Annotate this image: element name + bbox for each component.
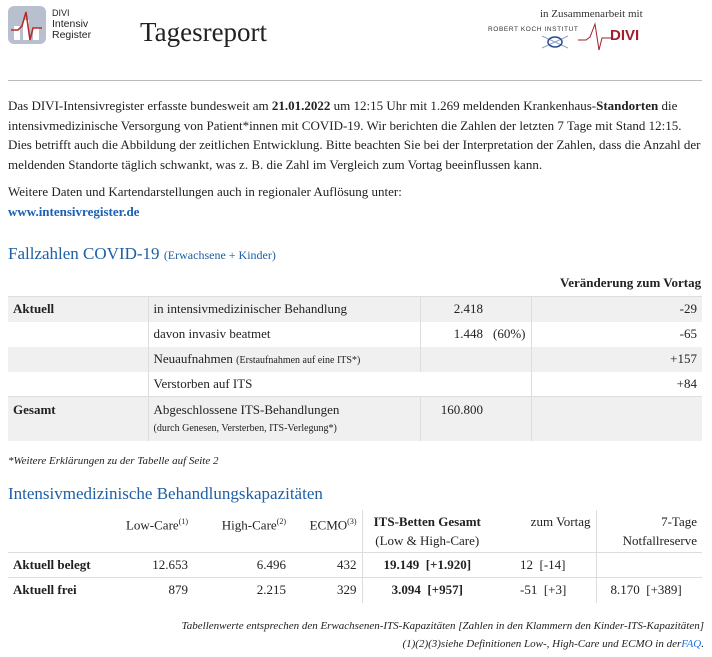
cases-table: Aktuell in intensivmedizinischer Behandlu…: [8, 296, 702, 441]
cases-heading: Fallzahlen COVID-19 (Erwachsene + Kinder…: [8, 244, 276, 263]
capacity-notes: Tabellenwerte entsprechen den Erwachsene…: [181, 620, 704, 650]
intensivregister-link[interactable]: www.intensivregister.de: [8, 204, 140, 219]
cases-footnote: *Weitere Erklärungen zu der Tabelle auf …: [8, 455, 219, 467]
rki-logo: ROBERT KOCH INSTITUT: [488, 26, 579, 49]
divi-logo-text: DIVI: [610, 27, 640, 44]
capacity-table: Low-Care(1) High-Care(2) ECMO(3) ITS-Betten…: [8, 510, 702, 603]
more-info: Weitere Daten und Kartendarstellungen au…: [8, 184, 402, 219]
table-row: Aktuell in intensivmedizinischer Behandlu…: [8, 296, 702, 322]
table-row: Aktuell frei 879 2.215 329 3.094 [+957] -51 […: [8, 577, 702, 603]
table-row: Gesamt Abgeschlossene ITS-Behandlungen (du…: [8, 396, 702, 441]
cooperation-label: in Zusammenarbeit mit: [540, 8, 643, 20]
logo-text: DIVI Intensiv Register: [52, 8, 92, 41]
page-title: Tagesreport: [140, 17, 268, 47]
table-row: davon invasiv beatmet 1.448 (60%) -65: [8, 321, 702, 347]
table-row: Neuaufnahmen (Erstaufnahmen auf eine ITS…: [8, 346, 702, 372]
divider: [8, 80, 702, 81]
capacity-heading: Intensivmedizinische Behandlungskapazitä…: [8, 484, 323, 503]
table-header: Low-Care(1) High-Care(2) ECMO(3) ITS-Betten…: [8, 510, 702, 553]
intro-paragraph: Das DIVI-Intensivregister erfasste bunde…: [8, 98, 701, 172]
divi-intensivregister-logo: [8, 6, 46, 44]
table-row: Aktuell belegt 12.653 6.496 432 19.149 [+1.9…: [8, 552, 702, 578]
change-header: Veränderung zum Vortag: [560, 275, 702, 290]
table-row: Verstorben auf ITS +84: [8, 371, 702, 397]
divi-heartbeat-icon: [578, 22, 612, 51]
faq-link[interactable]: FAQ: [681, 638, 702, 650]
